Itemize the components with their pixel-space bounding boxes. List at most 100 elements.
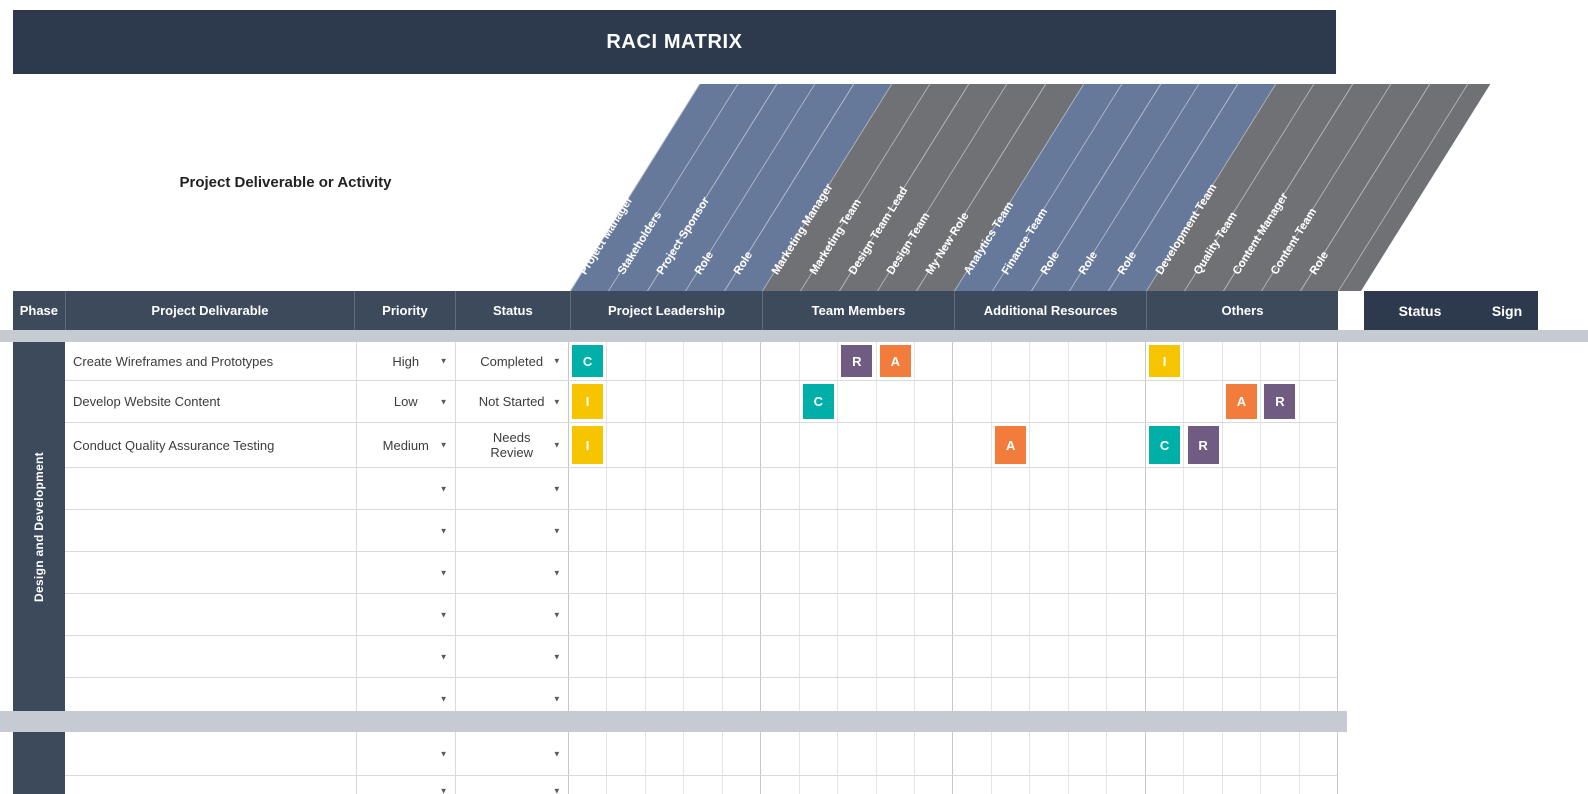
raci-cell[interactable] [607, 776, 646, 794]
raci-cell[interactable] [953, 678, 992, 711]
raci-cell[interactable] [761, 552, 800, 593]
raci-cell[interactable] [1030, 552, 1069, 593]
raci-cell[interactable] [1223, 423, 1262, 467]
deliverable-cell[interactable] [65, 510, 357, 551]
raci-cell[interactable] [1069, 678, 1108, 711]
raci-cell[interactable] [915, 732, 954, 775]
priority-cell[interactable]: ▼ [357, 594, 456, 635]
raci-cell[interactable] [684, 468, 723, 509]
raci-cell[interactable] [877, 636, 915, 677]
status-dropdown-arrow[interactable]: ▼ [552, 568, 561, 577]
raci-cell[interactable] [838, 636, 877, 677]
status-cell[interactable]: ▼ [456, 732, 569, 775]
raci-cell[interactable] [1223, 636, 1262, 677]
raci-cell[interactable] [877, 776, 915, 794]
raci-cell[interactable] [723, 636, 762, 677]
raci-chip-A[interactable]: A [879, 345, 911, 377]
raci-cell[interactable] [1069, 468, 1108, 509]
raci-cell[interactable] [1300, 342, 1338, 380]
priority-cell[interactable]: ▼ [357, 636, 456, 677]
raci-cell[interactable] [838, 594, 877, 635]
raci-cell[interactable] [1146, 510, 1185, 551]
raci-cell[interactable] [992, 342, 1031, 380]
raci-cell[interactable]: I [569, 423, 608, 467]
raci-cell[interactable] [992, 381, 1031, 422]
raci-cell[interactable] [838, 423, 877, 467]
raci-cell[interactable] [761, 732, 800, 775]
raci-cell[interactable] [1146, 776, 1185, 794]
raci-cell[interactable] [1184, 552, 1223, 593]
raci-cell[interactable] [761, 636, 800, 677]
priority-cell[interactable]: ▼ [357, 468, 456, 509]
raci-cell[interactable] [1184, 776, 1223, 794]
raci-cell[interactable] [1261, 423, 1300, 467]
raci-cell[interactable] [761, 468, 800, 509]
raci-cell[interactable] [1261, 732, 1300, 775]
status-cell[interactable]: Needs Review ▼ [456, 423, 569, 467]
raci-cell[interactable] [877, 381, 915, 422]
raci-cell[interactable] [684, 594, 723, 635]
priority-dropdown-arrow[interactable]: ▼ [439, 749, 448, 758]
raci-chip-R[interactable]: R [1187, 426, 1219, 464]
raci-chip-I[interactable]: I [572, 426, 604, 464]
raci-cell[interactable] [607, 468, 646, 509]
raci-cell[interactable] [1184, 732, 1223, 775]
deliverable-cell[interactable] [65, 468, 357, 509]
raci-cell[interactable] [723, 381, 762, 422]
raci-cell[interactable] [569, 678, 608, 711]
raci-cell[interactable] [1030, 342, 1069, 380]
raci-cell[interactable] [1146, 678, 1185, 711]
raci-cell[interactable] [646, 636, 685, 677]
raci-cell[interactable] [1107, 381, 1146, 422]
status-dropdown-arrow[interactable]: ▼ [552, 484, 561, 493]
raci-cell[interactable]: A [992, 423, 1031, 467]
raci-cell[interactable] [800, 468, 839, 509]
raci-cell[interactable] [569, 552, 608, 593]
raci-cell[interactable] [1261, 636, 1300, 677]
raci-cell[interactable] [1069, 510, 1108, 551]
raci-cell[interactable] [877, 678, 915, 711]
deliverable-cell[interactable]: Develop Website Content [65, 381, 357, 422]
raci-cell[interactable] [877, 468, 915, 509]
raci-cell[interactable] [1030, 381, 1069, 422]
raci-cell[interactable] [723, 552, 762, 593]
raci-cell[interactable] [1107, 594, 1146, 635]
priority-dropdown-arrow[interactable]: ▼ [439, 526, 448, 535]
priority-cell[interactable]: ▼ [357, 552, 456, 593]
raci-cell[interactable] [838, 552, 877, 593]
raci-cell[interactable]: R [838, 342, 877, 380]
raci-cell[interactable] [1107, 678, 1146, 711]
deliverable-cell[interactable] [65, 732, 357, 775]
raci-cell[interactable] [1300, 678, 1338, 711]
raci-cell[interactable] [723, 594, 762, 635]
status-dropdown-arrow[interactable]: ▼ [552, 786, 561, 794]
raci-cell[interactable] [646, 594, 685, 635]
raci-cell[interactable] [723, 776, 762, 794]
deliverable-cell[interactable] [65, 636, 357, 677]
raci-cell[interactable] [1300, 552, 1338, 593]
raci-cell[interactable]: A [877, 342, 915, 380]
status-dropdown-arrow[interactable]: ▼ [552, 749, 561, 758]
raci-cell[interactable] [684, 776, 723, 794]
priority-cell[interactable]: ▼ [357, 510, 456, 551]
raci-cell[interactable] [1261, 678, 1300, 711]
raci-cell[interactable] [877, 732, 915, 775]
raci-cell[interactable] [953, 776, 992, 794]
raci-cell[interactable] [877, 594, 915, 635]
priority-cell[interactable]: ▼ [357, 776, 456, 794]
raci-cell[interactable] [1069, 732, 1108, 775]
raci-cell[interactable]: C [1146, 423, 1185, 467]
raci-cell[interactable] [1107, 510, 1146, 551]
status-cell[interactable]: ▼ [456, 510, 569, 551]
raci-cell[interactable] [1261, 552, 1300, 593]
raci-cell[interactable] [915, 776, 954, 794]
raci-cell[interactable] [877, 510, 915, 551]
raci-cell[interactable] [1261, 594, 1300, 635]
raci-cell[interactable] [684, 381, 723, 422]
raci-cell[interactable] [1107, 342, 1146, 380]
raci-cell[interactable] [723, 468, 762, 509]
status-cell[interactable]: ▼ [456, 468, 569, 509]
raci-cell[interactable] [1184, 342, 1223, 380]
raci-cell[interactable] [992, 678, 1031, 711]
raci-cell[interactable] [684, 342, 723, 380]
